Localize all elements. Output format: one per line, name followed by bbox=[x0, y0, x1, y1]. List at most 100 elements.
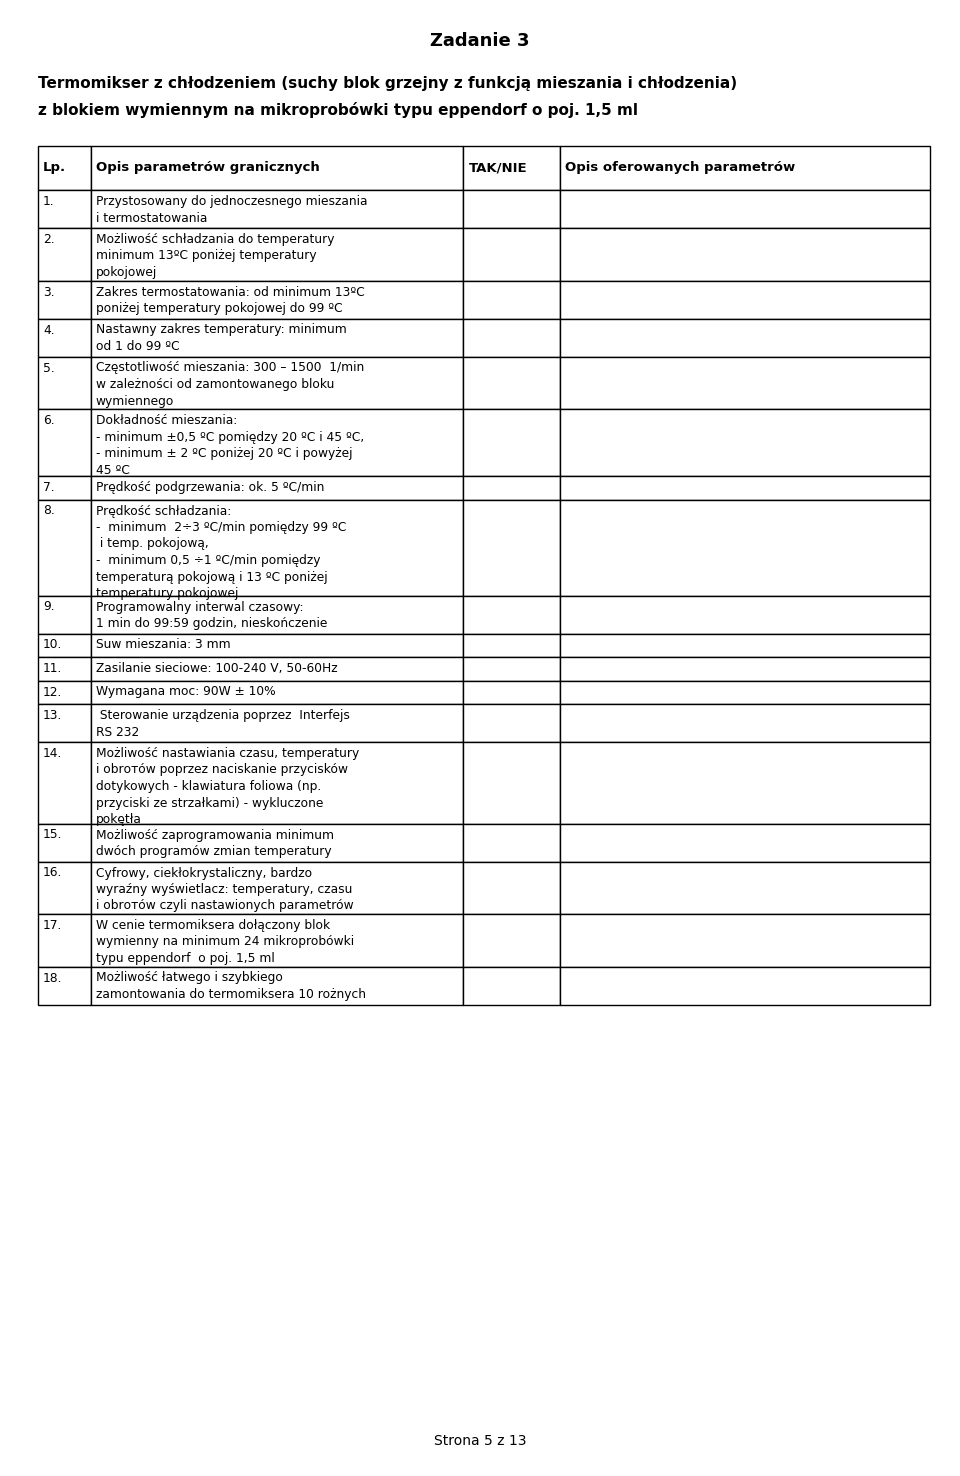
Bar bbox=[90, 227, 464, 280]
Text: Prędkość podgrzewania: ok. 5 ºC/min: Prędkość podgrzewania: ok. 5 ºC/min bbox=[96, 481, 324, 494]
Bar bbox=[38, 967, 90, 1005]
Bar bbox=[38, 227, 90, 280]
Bar bbox=[90, 657, 464, 680]
Text: 1.: 1. bbox=[43, 195, 55, 208]
Text: 5.: 5. bbox=[43, 362, 55, 375]
Bar bbox=[90, 280, 464, 319]
Text: Cyfrowy, ciekłokrystaliczny, bardzo
wyraźny wyświetlacz: temperatury, czasu
i ob: Cyfrowy, ciekłokrystaliczny, bardzo wyra… bbox=[96, 866, 353, 912]
Text: 4.: 4. bbox=[43, 323, 55, 337]
Bar bbox=[560, 704, 930, 742]
Bar bbox=[560, 227, 930, 280]
Text: Opis parametrów granicznych: Opis parametrów granicznych bbox=[96, 161, 320, 174]
Bar bbox=[560, 595, 930, 633]
Bar bbox=[464, 146, 560, 190]
Bar bbox=[464, 914, 560, 967]
Bar bbox=[90, 862, 464, 914]
Bar bbox=[90, 357, 464, 409]
Bar bbox=[38, 190, 90, 227]
Text: Sterowanie urządzenia poprzez  Interfejs
RS 232: Sterowanie urządzenia poprzez Interfejs … bbox=[96, 708, 349, 738]
Bar bbox=[560, 914, 930, 967]
Bar bbox=[38, 475, 90, 499]
Bar bbox=[38, 357, 90, 409]
Bar bbox=[560, 409, 930, 475]
Bar bbox=[464, 862, 560, 914]
Text: Prędkość schładzania:
-  minimum  2÷3 ºC/min pomiędzy 99 ºC
 i temp. pokojową,
-: Prędkość schładzania: - minimum 2÷3 ºC/m… bbox=[96, 505, 346, 601]
Bar bbox=[464, 319, 560, 357]
Bar bbox=[464, 824, 560, 862]
Bar bbox=[38, 862, 90, 914]
Text: W cenie termomiksera dołączony blok
wymienny na minimum 24 mikroprobówki
typu ep: W cenie termomiksera dołączony blok wymi… bbox=[96, 920, 353, 965]
Bar bbox=[90, 680, 464, 704]
Bar bbox=[560, 633, 930, 657]
Text: 3.: 3. bbox=[43, 285, 55, 298]
Text: 10.: 10. bbox=[43, 639, 62, 651]
Bar bbox=[464, 409, 560, 475]
Bar bbox=[38, 704, 90, 742]
Text: Suw mieszania: 3 mm: Suw mieszania: 3 mm bbox=[96, 639, 230, 651]
Text: Możliwość zaprogramowania minimum
dwóch programów zmian temperatury: Możliwość zaprogramowania minimum dwóch … bbox=[96, 828, 334, 858]
Bar bbox=[464, 280, 560, 319]
Bar bbox=[464, 633, 560, 657]
Text: Zadanie 3: Zadanie 3 bbox=[430, 32, 530, 50]
Bar bbox=[90, 595, 464, 633]
Text: TAK/NIE: TAK/NIE bbox=[468, 161, 527, 174]
Bar bbox=[90, 633, 464, 657]
Bar bbox=[38, 146, 90, 190]
Text: 18.: 18. bbox=[43, 971, 62, 984]
Text: Możliwość schładzania do temperatury
minimum 13ºC poniżej temperatury
pokojowej: Możliwość schładzania do temperatury min… bbox=[96, 233, 334, 279]
Text: 15.: 15. bbox=[43, 828, 62, 841]
Bar bbox=[38, 824, 90, 862]
Text: Możliwość nastawiania czasu, temperatury
i obrотów poprzez naciskanie przycisków: Możliwość nastawiania czasu, temperatury… bbox=[96, 747, 359, 827]
Text: Dokładność mieszania:
- minimum ±0,5 ºC pomiędzy 20 ºC i 45 ºC,
- minimum ± 2 ºC: Dokładność mieszania: - minimum ±0,5 ºC … bbox=[96, 413, 364, 477]
Bar bbox=[560, 862, 930, 914]
Text: 9.: 9. bbox=[43, 601, 55, 614]
Text: 8.: 8. bbox=[43, 505, 55, 518]
Bar bbox=[560, 357, 930, 409]
Bar bbox=[560, 824, 930, 862]
Bar bbox=[560, 967, 930, 1005]
Bar bbox=[38, 657, 90, 680]
Text: 13.: 13. bbox=[43, 708, 62, 722]
Bar bbox=[560, 742, 930, 824]
Bar bbox=[90, 914, 464, 967]
Bar bbox=[90, 146, 464, 190]
Bar bbox=[464, 657, 560, 680]
Text: Częstotliwość mieszania: 300 – 1500  1/min
w zależności od zamontowanego bloku
w: Częstotliwość mieszania: 300 – 1500 1/mi… bbox=[96, 362, 364, 407]
Bar bbox=[464, 967, 560, 1005]
Bar bbox=[464, 475, 560, 499]
Text: 2.: 2. bbox=[43, 233, 55, 246]
Bar bbox=[38, 280, 90, 319]
Bar bbox=[90, 704, 464, 742]
Text: 14.: 14. bbox=[43, 747, 62, 760]
Text: Zakres termostatowania: od minimum 13ºC
poniżej temperatury pokojowej do 99 ºC: Zakres termostatowania: od minimum 13ºC … bbox=[96, 285, 365, 314]
Bar bbox=[560, 475, 930, 499]
Bar bbox=[38, 499, 90, 595]
Text: 17.: 17. bbox=[43, 920, 62, 931]
Bar bbox=[560, 499, 930, 595]
Bar bbox=[38, 595, 90, 633]
Bar bbox=[464, 357, 560, 409]
Text: 6.: 6. bbox=[43, 413, 55, 427]
Text: 7.: 7. bbox=[43, 481, 55, 494]
Bar bbox=[560, 319, 930, 357]
Text: Przystosowany do jednoczesnego mieszania
i termostatowania: Przystosowany do jednoczesnego mieszania… bbox=[96, 195, 367, 224]
Text: Wymagana moc: 90W ± 10%: Wymagana moc: 90W ± 10% bbox=[96, 685, 276, 698]
Bar bbox=[464, 704, 560, 742]
Bar bbox=[38, 680, 90, 704]
Bar bbox=[464, 190, 560, 227]
Bar bbox=[38, 319, 90, 357]
Text: Możliwość łatwego i szybkiego
zamontowania do termomiksera 10 rożnych: Możliwość łatwego i szybkiego zamontowan… bbox=[96, 971, 366, 1001]
Text: Lp.: Lp. bbox=[43, 161, 66, 174]
Bar bbox=[90, 190, 464, 227]
Bar bbox=[464, 499, 560, 595]
Bar bbox=[464, 227, 560, 280]
Bar bbox=[90, 967, 464, 1005]
Bar bbox=[38, 742, 90, 824]
Bar bbox=[560, 146, 930, 190]
Bar bbox=[38, 409, 90, 475]
Text: 12.: 12. bbox=[43, 685, 62, 698]
Text: 11.: 11. bbox=[43, 663, 62, 675]
Bar bbox=[560, 190, 930, 227]
Bar bbox=[90, 409, 464, 475]
Bar bbox=[90, 475, 464, 499]
